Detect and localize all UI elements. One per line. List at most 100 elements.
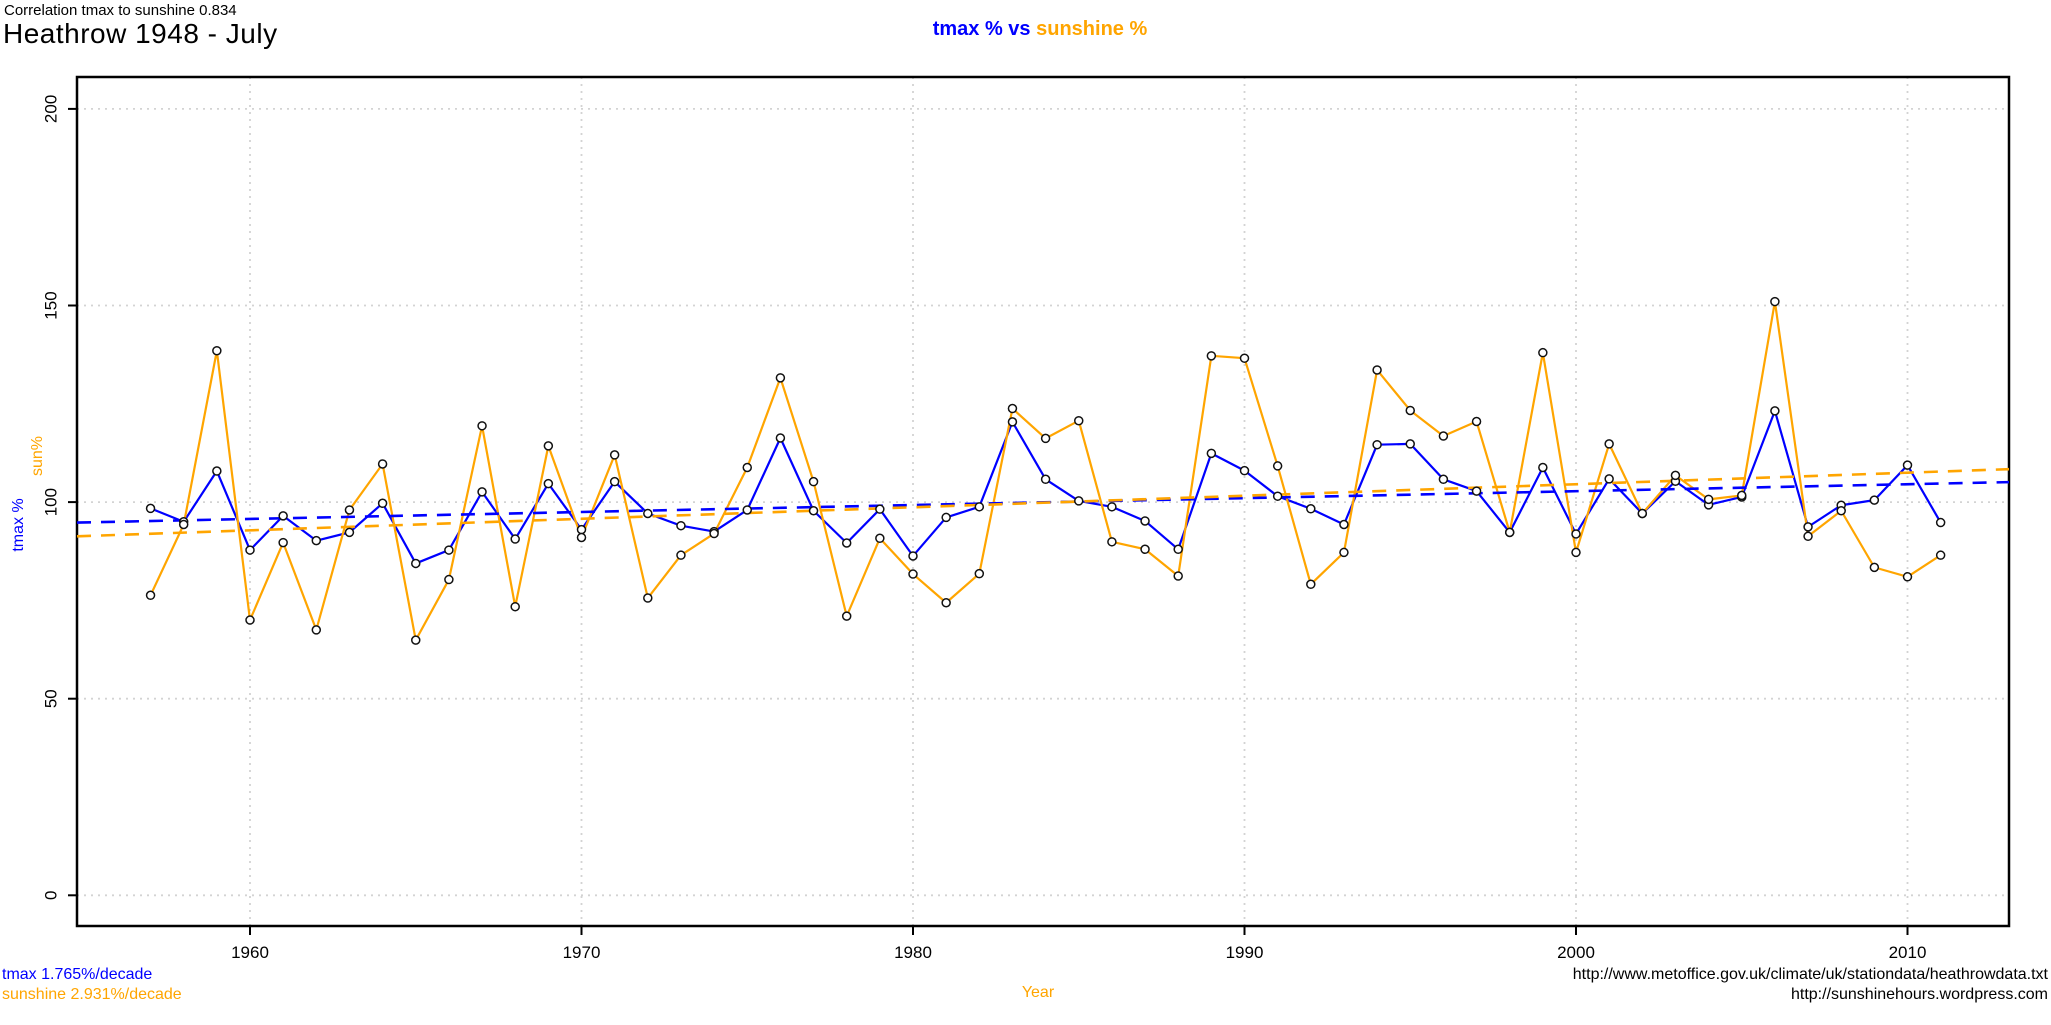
data-point-sunshine bbox=[1836, 506, 1846, 516]
data-point-sunshine bbox=[1339, 547, 1349, 558]
blog-url: http://sunshinehours.wordpress.com bbox=[1790, 986, 2048, 1003]
data-point-sunshine bbox=[875, 533, 885, 544]
data-point-sunshine bbox=[1770, 296, 1780, 307]
data-point-tmax bbox=[576, 524, 587, 535]
legend-tmax-label: tmax % vs bbox=[932, 18, 1031, 40]
data-point-tmax bbox=[808, 506, 819, 516]
data-point-tmax bbox=[1438, 474, 1449, 485]
data-point-sunshine bbox=[1306, 579, 1316, 590]
data-point-tmax bbox=[1571, 529, 1581, 539]
data-point-sunshine bbox=[1438, 431, 1449, 441]
data-point-tmax bbox=[1902, 460, 1913, 470]
x-tick-label: 2000 bbox=[1557, 943, 1595, 962]
data-point-tmax bbox=[1107, 502, 1117, 512]
correlation-text: Correlation tmax to sunshine 0.834 bbox=[4, 2, 237, 19]
x-tick-label: 2010 bbox=[1889, 943, 1927, 962]
data-point-sunshine bbox=[1272, 461, 1283, 471]
data-point-sunshine bbox=[1074, 415, 1084, 426]
data-point-sunshine bbox=[543, 441, 554, 451]
data-point-tmax bbox=[1770, 406, 1780, 416]
data-point-tmax bbox=[543, 478, 554, 489]
data-point-tmax bbox=[1239, 465, 1250, 476]
data-point-sunshine bbox=[576, 532, 587, 543]
data-point-tmax bbox=[1405, 439, 1415, 449]
x-tick-label: 1980 bbox=[894, 943, 932, 962]
x-axis-label: Year bbox=[1021, 984, 1055, 1001]
data-point-tmax bbox=[974, 502, 985, 512]
data-point-sunshine bbox=[1504, 527, 1515, 538]
data-point-tmax bbox=[1140, 516, 1150, 526]
data-point-tmax bbox=[1306, 504, 1316, 514]
data-point-tmax bbox=[742, 505, 752, 515]
data-point-sunshine bbox=[1670, 470, 1681, 481]
data-point-tmax bbox=[609, 476, 620, 487]
data-point-tmax bbox=[1869, 495, 1880, 505]
data-point-tmax bbox=[1604, 474, 1614, 484]
y-tick-label: 0 bbox=[41, 891, 60, 900]
data-point-sunshine bbox=[1173, 571, 1183, 581]
data-point-sunshine bbox=[444, 574, 454, 585]
data-point-sunshine bbox=[609, 450, 620, 460]
data-point-sunshine bbox=[1538, 347, 1548, 358]
data-point-sunshine bbox=[1471, 416, 1482, 427]
data-point-sunshine bbox=[245, 615, 255, 625]
data-point-tmax bbox=[875, 504, 885, 514]
y-axis-label-tmax: tmax % bbox=[10, 498, 27, 552]
data-point-tmax bbox=[245, 545, 255, 555]
data-point-sunshine bbox=[411, 635, 421, 645]
data-point-sunshine bbox=[145, 590, 156, 601]
data-point-sunshine bbox=[178, 519, 189, 530]
x-tick-label: 1990 bbox=[1226, 943, 1264, 962]
data-point-sunshine bbox=[1405, 405, 1415, 416]
legend-sunshine-label: sunshine % bbox=[1036, 18, 1148, 40]
data-point-sunshine bbox=[1571, 547, 1581, 558]
y-tick-label: 100 bbox=[41, 488, 60, 516]
data-point-sunshine bbox=[377, 459, 388, 469]
data-point-sunshine bbox=[1239, 353, 1250, 363]
data-point-sunshine bbox=[742, 462, 752, 473]
data-point-sunshine bbox=[1869, 562, 1880, 573]
data-point-sunshine bbox=[477, 421, 487, 431]
data-point-sunshine bbox=[941, 598, 951, 608]
data-point-sunshine bbox=[908, 569, 918, 579]
data-point-sunshine bbox=[510, 601, 520, 612]
y-tick-label: 150 bbox=[41, 291, 60, 319]
page-title: Heathrow 1948 - July bbox=[3, 18, 278, 49]
series-line-sunshine bbox=[149, 300, 1942, 642]
data-point-sunshine bbox=[1703, 494, 1714, 505]
data-point-tmax bbox=[941, 512, 951, 523]
sunshine-trend-note: sunshine 2.931%/decade bbox=[2, 986, 182, 1003]
data-point-sunshine bbox=[344, 505, 355, 515]
data-point-tmax bbox=[1339, 519, 1349, 530]
data-point-sunshine bbox=[974, 568, 985, 579]
data-source-url: http://www.metoffice.gov.uk/climate/uk/s… bbox=[1572, 966, 2048, 983]
data-point-tmax bbox=[344, 527, 355, 538]
data-point-tmax bbox=[444, 545, 454, 555]
data-point-tmax bbox=[1803, 522, 1813, 532]
data-point-sunshine bbox=[1902, 572, 1913, 582]
data-point-sunshine bbox=[311, 625, 322, 635]
data-point-sunshine bbox=[278, 537, 288, 548]
data-point-tmax bbox=[145, 503, 156, 514]
data-point-sunshine bbox=[1107, 537, 1117, 547]
x-tick-label: 1970 bbox=[563, 943, 601, 962]
data-point-sunshine bbox=[1935, 550, 1946, 560]
data-point-tmax bbox=[676, 520, 686, 531]
data-point-tmax bbox=[510, 534, 520, 544]
data-point-sunshine bbox=[1372, 365, 1382, 375]
data-point-sunshine bbox=[1604, 439, 1614, 449]
data-point-sunshine bbox=[676, 550, 686, 560]
data-point-sunshine bbox=[1140, 544, 1150, 555]
data-point-tmax bbox=[1471, 486, 1482, 496]
data-point-tmax bbox=[1007, 417, 1018, 427]
data-point-tmax bbox=[411, 558, 421, 569]
data-point-sunshine bbox=[1737, 490, 1747, 501]
y-tick-label: 50 bbox=[41, 689, 60, 708]
data-point-tmax bbox=[278, 511, 288, 521]
data-point-tmax bbox=[775, 433, 786, 443]
y-tick-label: 200 bbox=[41, 95, 60, 123]
data-point-tmax bbox=[1272, 491, 1283, 501]
data-point-sunshine bbox=[1007, 403, 1018, 414]
data-point-sunshine bbox=[1803, 531, 1813, 542]
